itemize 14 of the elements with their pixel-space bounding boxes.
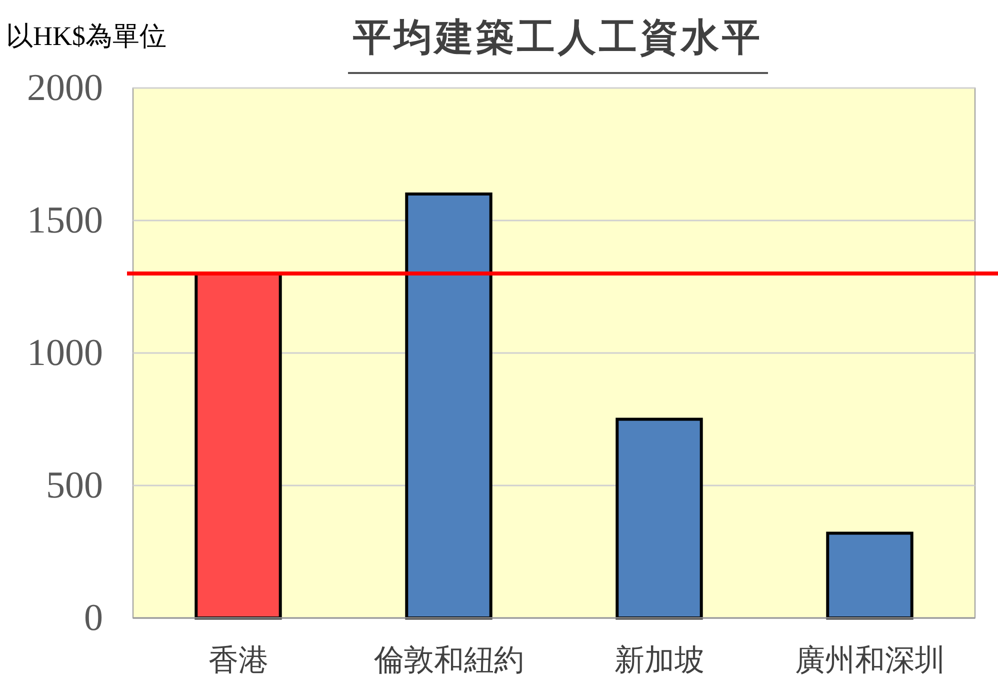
y-tick-label: 2000: [27, 67, 103, 109]
chart-title: 平均建築工人工資水平: [353, 17, 763, 59]
x-tick-label: 香港: [208, 644, 268, 677]
y-tick-label: 500: [46, 464, 103, 506]
bar: [405, 192, 492, 620]
x-tick-label: 新加坡: [614, 644, 704, 677]
x-tick-label: 廣州和深圳: [794, 644, 945, 677]
y-axis-title: 以HK$為單位: [6, 21, 166, 51]
y-tick-label: 0: [84, 597, 103, 639]
bar: [826, 532, 914, 620]
bar: [616, 418, 703, 620]
y-tick-label: 1500: [27, 200, 103, 242]
y-tick-label: 1000: [27, 332, 103, 374]
x-tick-label: 倫敦和紐約: [372, 644, 524, 677]
